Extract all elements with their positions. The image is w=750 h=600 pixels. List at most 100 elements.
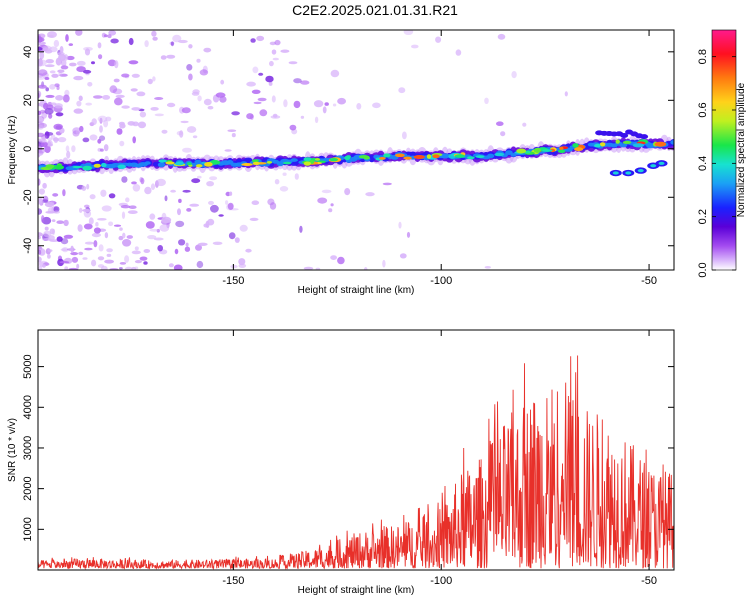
spectrogram-noise-cell bbox=[93, 240, 98, 248]
spectrogram-noise-cell bbox=[65, 34, 69, 42]
spectrogram-noise-cell bbox=[57, 137, 67, 143]
spectrogram-noise-cell bbox=[104, 259, 114, 264]
spectrogram-y-label: Frequency (Hz) bbox=[7, 116, 18, 185]
spectrogram-peak-cell bbox=[413, 155, 425, 159]
spectrogram-noise-cell bbox=[328, 208, 333, 213]
spectrogram-noise-cell bbox=[105, 116, 112, 122]
spectrogram-peak-cell bbox=[266, 161, 273, 164]
spectrogram-ridge-cell bbox=[290, 158, 298, 162]
spectrogram-noise-cell bbox=[63, 234, 74, 239]
snr-x-tick-label: -50 bbox=[641, 575, 657, 587]
spectrogram-noise-cell bbox=[134, 260, 142, 264]
spectrogram-noise-cell bbox=[143, 261, 148, 265]
spectrogram-peak-cell bbox=[252, 161, 260, 166]
spectrogram-noise-cell bbox=[110, 38, 119, 44]
spectrogram-noise-cell bbox=[144, 40, 149, 48]
spectrogram-noise-cell bbox=[139, 111, 147, 118]
spectrogram-noise-cell bbox=[131, 107, 141, 111]
snr-y-tick-label: 4000 bbox=[22, 395, 34, 419]
spectrogram-noise-cell bbox=[56, 236, 63, 242]
spectrogram-peak-cell bbox=[395, 153, 405, 158]
spectrogram-noise-cell bbox=[72, 130, 80, 137]
spectrogram-noise-cell bbox=[140, 177, 145, 185]
spectrogram-noise-cell bbox=[132, 121, 139, 127]
spectrogram-peak-cell bbox=[516, 148, 527, 154]
spectrogram-noise-cell bbox=[156, 178, 166, 187]
spectrogram-noise-cell bbox=[372, 102, 381, 109]
spectrogram-noise-cell bbox=[116, 128, 123, 135]
spectrogram-noise-cell bbox=[114, 60, 119, 69]
spectrogram-noise-cell bbox=[85, 102, 92, 106]
spectrogram-noise-cell bbox=[231, 111, 240, 116]
spectrogram-peak-cell bbox=[117, 164, 126, 170]
spectrogram-noise-cell bbox=[38, 36, 43, 44]
spectrogram-noise-cell bbox=[66, 150, 71, 159]
spectrogram-ridge-cell bbox=[84, 162, 92, 167]
spectrogram-noise-cell bbox=[79, 207, 83, 213]
spectrogram-noise-cell bbox=[274, 179, 280, 185]
spectrogram-noise-cell bbox=[91, 61, 95, 65]
spectrogram-noise-cell bbox=[177, 208, 181, 216]
spectrogram-noise-cell bbox=[411, 44, 419, 49]
spectrogram-noise-cell bbox=[144, 186, 152, 195]
spectrogram-x-label: Height of straight line (km) bbox=[298, 285, 415, 296]
spectrogram-noise-cell bbox=[252, 66, 259, 74]
spectrogram-noise-cell bbox=[166, 102, 176, 108]
spectrogram-noise-cell bbox=[86, 183, 90, 190]
spectrogram-noise-cell bbox=[99, 117, 103, 124]
spectrogram-noise-cell bbox=[121, 176, 128, 183]
spectrogram-noise-cell bbox=[272, 57, 279, 61]
spectrogram-noise-cell bbox=[91, 259, 97, 267]
spectrogram-noise-cell bbox=[83, 223, 93, 230]
spectrogram-noise-cell bbox=[82, 137, 90, 143]
spectrogram-noise-cell bbox=[132, 184, 141, 192]
spectrogram-noise-cell bbox=[83, 210, 92, 218]
spectrogram-noise-cell bbox=[38, 84, 47, 89]
spectrogram-noise-cell bbox=[455, 49, 462, 56]
spectrogram-noise-cell bbox=[293, 78, 302, 84]
spectrogram-y-tick-label: 40 bbox=[22, 46, 34, 58]
spectrogram-noise-cell bbox=[137, 121, 147, 129]
spectrogram-noise-cell bbox=[113, 78, 120, 83]
spectrogram-noise-cell bbox=[197, 95, 202, 102]
spectrogram-noise-cell bbox=[208, 200, 214, 205]
spectrogram-noise-cell bbox=[84, 241, 94, 245]
spectrogram-noise-cell bbox=[72, 127, 81, 135]
spectrogram-noise-cell bbox=[131, 73, 140, 78]
spectrogram-noise-cell bbox=[44, 145, 51, 153]
spectrogram-ridge-cell bbox=[487, 153, 495, 159]
spectrogram-noise-cell bbox=[93, 95, 103, 99]
spectrogram-ridge bbox=[38, 129, 674, 178]
spectrogram-noise-cell bbox=[38, 249, 42, 255]
spectrogram-noise-cell bbox=[102, 95, 111, 100]
spectrogram-noise-cell bbox=[484, 266, 491, 269]
spectrogram-noise-cell bbox=[107, 34, 112, 39]
spectrogram-peak-cell bbox=[654, 141, 667, 147]
spectrogram-noise-cell bbox=[83, 69, 92, 74]
spectrogram-noise-cell bbox=[88, 217, 94, 225]
spectrogram-noise-cell bbox=[186, 64, 193, 71]
spectrogram-noise-cell bbox=[228, 232, 236, 240]
spectrogram-noise-cell bbox=[126, 235, 133, 239]
spectrogram-noise-cell bbox=[71, 256, 79, 263]
spectrogram-noise-cell bbox=[57, 69, 65, 73]
spectrogram-noise-cell bbox=[81, 185, 87, 191]
spectrogram-noise-cell bbox=[84, 204, 90, 208]
snr-x-tick-label: -100 bbox=[430, 575, 452, 587]
spectrogram-noise-cell bbox=[132, 136, 136, 144]
spectrogram-noise-cell bbox=[149, 213, 156, 220]
spectrogram-noise-cell bbox=[38, 42, 45, 46]
spectrogram-noise-cell bbox=[382, 259, 386, 268]
spectrogram-x-ticks: -150 -100 -50 bbox=[222, 30, 657, 287]
spectrogram-peak-cell bbox=[599, 142, 606, 147]
spectrogram-peak-cell bbox=[283, 161, 292, 165]
spectrogram-noise-cell bbox=[76, 263, 80, 269]
spectrogram-peak-cell bbox=[622, 140, 632, 144]
spectrogram-noise-cell bbox=[38, 150, 44, 156]
spectrogram-noise-cell bbox=[101, 205, 112, 212]
spectrogram-noise-cell bbox=[218, 214, 224, 217]
spectrogram-noise-cell bbox=[122, 232, 126, 239]
spectrogram-cells bbox=[38, 30, 674, 270]
spectrogram-noise-cell bbox=[179, 130, 184, 138]
spectrogram-noise-cell bbox=[157, 245, 163, 252]
